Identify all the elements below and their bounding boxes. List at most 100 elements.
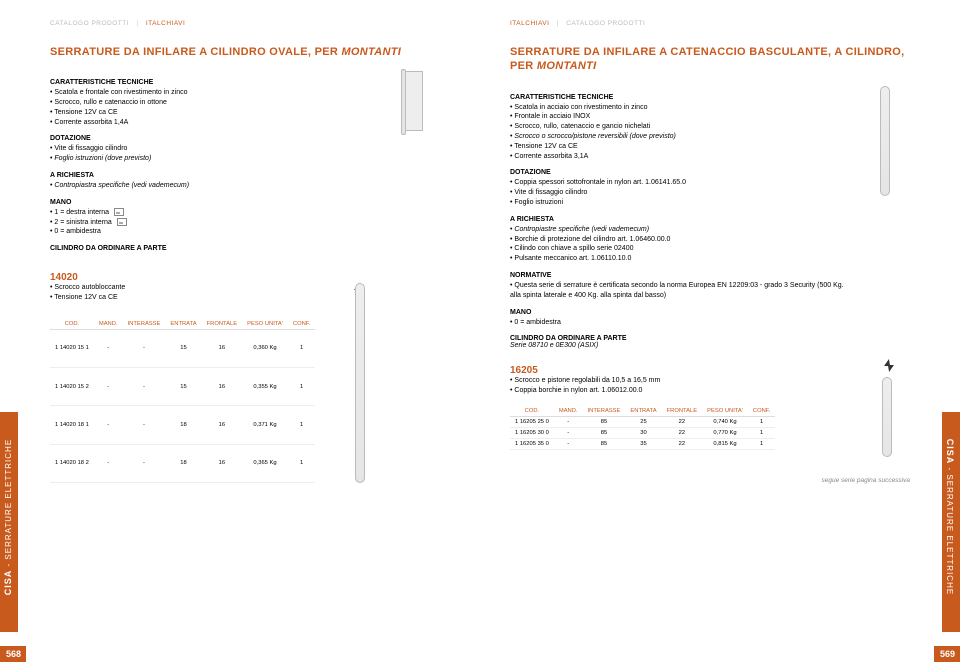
breadcrumb-sep: | [557,20,559,27]
specs-col: CARATTERISTICHE TECNICHE Scatola in acci… [510,86,850,350]
lock-long-illustration [880,86,890,196]
list-item: 0 = ambidestra [50,227,380,237]
col-conf: CONF. [748,406,775,417]
table-header: COD. MAND. INTERASSE ENTRATA FRONTALE PE… [50,319,315,330]
col-mand: MAND. [94,319,123,330]
list-item: 0 = ambidestra [510,318,850,328]
table-header: COD. MAND. INTERASSE ENTRATA FRONTALE PE… [510,406,775,417]
list-item: Contropiastra specifiche (vedi vademecum… [50,181,380,191]
product-table: COD. MAND. INTERASSE ENTRATA FRONTALE PE… [50,319,315,483]
table-row: 1 16205 25 0-8525220,740 Kg1 [510,416,775,427]
list-item: Pulsante meccanico art. 1.06110.10.0 [510,254,850,264]
series-illustration [870,359,910,457]
h-caratteristiche: CARATTERISTICHE TECNICHE [510,94,850,101]
caratteristiche-list: Scatola e frontale con rivestimento in z… [50,88,380,127]
content-row: CARATTERISTICHE TECNICHE Scatola e front… [50,71,450,252]
h-dotazione: DOTAZIONE [50,135,380,142]
col-mand: MAND. [554,406,583,417]
col-conf: CONF. [288,319,315,330]
table-illustration [335,313,385,483]
series-info: 16205 Scrocco e pistone regolabili da 10… [510,359,850,450]
product-table: COD. MAND. INTERASSE ENTRATA FRONTALE PE… [510,406,775,450]
title-em: MONTANTI [537,60,597,72]
breadcrumb-a: ITALCHIAVI [510,20,549,27]
series-desc: Scrocco e pistone regolabili da 10,5 a 1… [510,376,850,396]
richiesta-list: Contropiastre specifiche (vedi vademecum… [510,225,850,264]
col-entrata: ENTRATA [625,406,661,417]
h-richiesta: A RICHIESTA [50,172,380,179]
h-mano: MANO [50,199,380,206]
dotazione-list: Coppia spessori sottofrontale in nylon a… [510,178,850,207]
list-item: Scrocco, rullo, catenaccio e gancio nich… [510,122,850,132]
series-block: 16205 Scrocco e pistone regolabili da 10… [510,359,910,457]
h-caratteristiche: CARATTERISTICHE TECNICHE [50,79,380,86]
list-item: Coppia borchie in nylon art. 1.06012.00.… [510,386,850,396]
series-number: 16205 [510,365,850,376]
h-mano: MANO [510,309,850,316]
list-item: Foglio istruzioni (dove previsto) [50,154,380,164]
list-item: Corrente assorbita 3,1A [510,152,850,162]
col-frontale: FRONTALE [662,406,703,417]
title-em: MONTANTI [341,46,401,58]
breadcrumb-sep: | [136,20,138,27]
side-tab: CISA - SERRATURE ELETTRICHE [942,412,960,632]
list-item: Vite di fissaggio cilindro [510,188,850,198]
left-page: CATALOGO PRODOTTI | ITALCHIAVI SERRATURE… [0,0,480,672]
col-peso: PESO UNITA' [242,319,288,330]
side-tab: CISA - SERRATURE ELETTRICHE [0,412,18,632]
table-row: 1 14020 15 2--15160,355 Kg1 [50,368,315,406]
list-item: Foglio istruzioni [510,198,850,208]
list-item: Scatola in acciaio con rivestimento in z… [510,103,850,113]
table-row: COD. MAND. INTERASSE ENTRATA FRONTALE PE… [50,313,450,483]
continued-note: segue serie pagina successiva [510,477,910,484]
table-row: 1 14020 18 1--18160,371 Kg1 [50,406,315,444]
col-cod: COD. [510,406,554,417]
list-item: 1 = destra interna [50,208,380,218]
col-entrata: ENTRATA [165,319,201,330]
list-item: Tensione 12V ca CE [50,293,450,303]
hand-left-icon [117,218,127,226]
list-item: 2 = sinistra interna [50,218,380,228]
list-item: Borchie di protezione del cilindro art. … [510,235,850,245]
page-number: 568 [0,646,26,662]
col-interasse: INTERASSE [583,406,626,417]
right-page: ITALCHIAVI | CATALOGO PRODOTTI SERRATURE… [480,0,960,672]
richiesta-list: Contropiastra specifiche (vedi vademecum… [50,181,380,191]
page-number: 569 [934,646,960,662]
electric-icon [885,359,893,373]
normative-list: Questa serie di serrature è certificata … [510,281,850,301]
col-frontale: FRONTALE [202,319,243,330]
list-item: Scrocco autobloccante [50,283,450,293]
page-title: SERRATURE DA INFILARE A CILINDRO OVALE, … [50,45,450,59]
list-item: Questa serie di serrature è certificata … [510,281,850,301]
lock-long-illustration [882,377,892,457]
breadcrumb: CATALOGO PRODOTTI | ITALCHIAVI [50,20,450,27]
content-row: CARATTERISTICHE TECNICHE Scatola in acci… [510,86,910,350]
breadcrumb-a: CATALOGO PRODOTTI [50,20,129,27]
list-item: Scrocco o scrocco/pistone reversibili (d… [510,132,850,142]
list-item: Tensione 12V ca CE [510,142,850,152]
mano-list: 1 = destra interna 2 = sinistra interna … [50,208,380,237]
h-normative: NORMATIVE [510,272,850,279]
lock-illustration [395,71,431,151]
list-item: Tensione 12V ca CE [50,108,380,118]
lock-long-illustration [355,283,365,483]
list-item: Corrente assorbita 1,4A [50,118,380,128]
col-interasse: INTERASSE [123,319,166,330]
breadcrumb-b: CATALOGO PRODOTTI [566,20,645,27]
illustration-col [860,86,910,350]
list-item: Scrocco, rullo e catenaccio in ottone [50,98,380,108]
h-richiesta: A RICHIESTA [510,216,850,223]
table-row: 1 16205 30 0-8530220,770 Kg1 [510,427,775,438]
h-dotazione: DOTAZIONE [510,169,850,176]
mano-list: 0 = ambidestra [510,318,850,328]
list-item: Contropiastre specifiche (vedi vademecum… [510,225,850,235]
side-tab-text: CISA - SERRATURE ELETTRICHE [3,417,13,617]
catalog-spread: CATALOGO PRODOTTI | ITALCHIAVI SERRATURE… [0,0,960,672]
table-row: 1 14020 18 2--18160,365 Kg1 [50,444,315,482]
specs-col: CARATTERISTICHE TECNICHE Scatola e front… [50,71,380,252]
title-text: SERRATURE DA INFILARE A CILINDRO OVALE, … [50,46,341,58]
page-title: SERRATURE DA INFILARE A CATENACCIO BASCU… [510,45,910,74]
table-row: 1 16205 35 0-8535220,815 Kg1 [510,438,775,449]
list-item: Vite di fissaggio cilindro [50,144,380,154]
